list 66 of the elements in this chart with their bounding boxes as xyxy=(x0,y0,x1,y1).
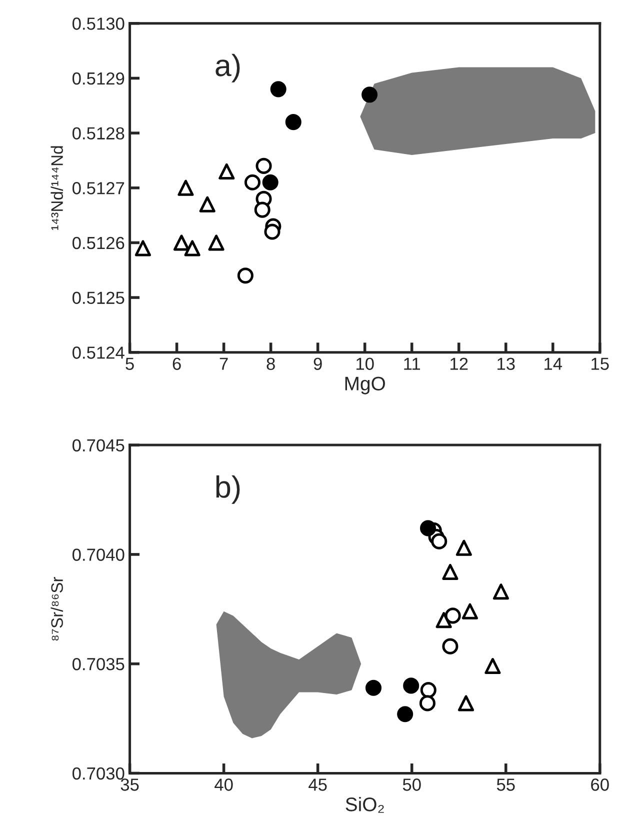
y-tick-label: 0.5124 xyxy=(72,346,124,359)
point xyxy=(492,584,509,600)
point xyxy=(403,678,420,694)
y-tick-label: 0.7045 xyxy=(72,439,124,452)
x-tick-label: 8 xyxy=(266,358,275,370)
x-axis-title: SiO₂ xyxy=(346,797,384,813)
point xyxy=(262,174,278,190)
point xyxy=(264,224,280,240)
point xyxy=(285,114,302,130)
y-tick-label: 0.5129 xyxy=(72,72,124,85)
point xyxy=(134,240,151,256)
point xyxy=(362,86,378,103)
point xyxy=(178,180,194,196)
point xyxy=(254,202,270,218)
point xyxy=(456,540,472,556)
point xyxy=(397,706,414,722)
x-tick-label: 12 xyxy=(450,358,468,370)
x-tick-label: 14 xyxy=(544,358,562,370)
x-tick-label: 50 xyxy=(402,778,421,791)
point xyxy=(256,158,272,174)
x-tick-label: 6 xyxy=(172,358,181,370)
point xyxy=(365,680,382,696)
y-tick-label: 0.5130 xyxy=(72,18,124,30)
y-axis-title: ⁸⁷Sr/⁸⁶Sr xyxy=(50,576,63,640)
point xyxy=(420,682,436,698)
annotation: a) xyxy=(216,54,240,82)
annotation: b) xyxy=(216,475,240,504)
point xyxy=(208,234,224,251)
point xyxy=(420,520,436,536)
x-tick-label: 35 xyxy=(120,778,139,791)
x-tick-label: 40 xyxy=(214,778,233,791)
x-tick-label: 5 xyxy=(126,358,134,370)
point xyxy=(484,658,501,674)
point xyxy=(431,533,448,550)
point xyxy=(442,638,458,654)
x-axis-title: MgO xyxy=(345,376,385,394)
x-tick-label: 9 xyxy=(314,358,322,370)
point xyxy=(462,603,478,620)
point xyxy=(270,81,286,98)
point xyxy=(419,695,436,712)
x-tick-label: 60 xyxy=(591,778,609,791)
y-tick-label: 0.5125 xyxy=(72,292,124,304)
point xyxy=(184,240,200,256)
x-tick-label: 7 xyxy=(220,358,228,370)
point xyxy=(436,612,452,628)
point xyxy=(244,174,261,190)
point xyxy=(237,268,254,284)
y-tick-label: 0.7035 xyxy=(72,658,124,670)
y-tick-label: 0.7030 xyxy=(72,767,124,780)
y-axis-title: ¹⁴³Nd/¹⁴⁴Nd xyxy=(50,146,63,230)
y-tick-label: 0.5128 xyxy=(72,127,124,140)
y-tick-label: 0.5126 xyxy=(72,236,124,250)
point xyxy=(173,234,190,251)
x-tick-label: 10 xyxy=(356,358,374,370)
point xyxy=(218,163,235,180)
point xyxy=(458,695,474,712)
x-tick-label: 45 xyxy=(308,778,327,791)
point xyxy=(444,608,461,624)
y-tick-label: 0.5127 xyxy=(72,182,124,194)
point xyxy=(199,196,216,212)
point xyxy=(442,564,458,580)
x-tick-label: 13 xyxy=(498,358,515,370)
x-tick-label: 11 xyxy=(404,358,420,370)
x-tick-label: 15 xyxy=(592,358,609,370)
x-tick-label: 55 xyxy=(496,778,515,791)
y-tick-label: 0.7040 xyxy=(72,548,124,561)
